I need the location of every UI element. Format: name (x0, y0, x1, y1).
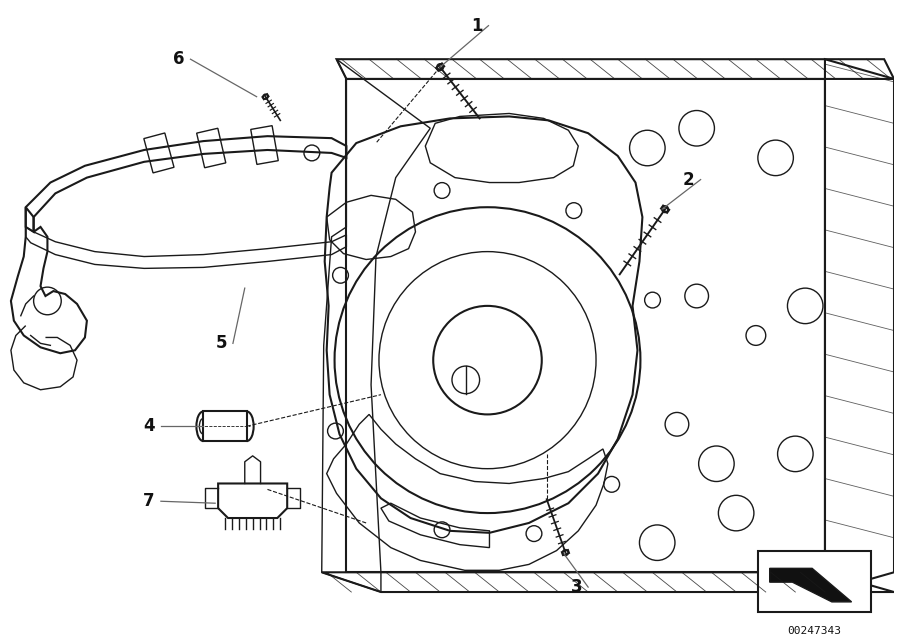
Polygon shape (770, 569, 851, 602)
Text: 3: 3 (571, 578, 582, 596)
Text: 1: 1 (471, 17, 482, 34)
Text: 7: 7 (143, 492, 155, 510)
Bar (758, 551, 871, 612)
Text: 4: 4 (143, 417, 155, 435)
Text: 6: 6 (173, 50, 184, 68)
Text: 5: 5 (215, 335, 227, 352)
Text: 00247343: 00247343 (788, 626, 842, 635)
Bar (203, 411, 247, 441)
Text: 2: 2 (683, 170, 695, 189)
